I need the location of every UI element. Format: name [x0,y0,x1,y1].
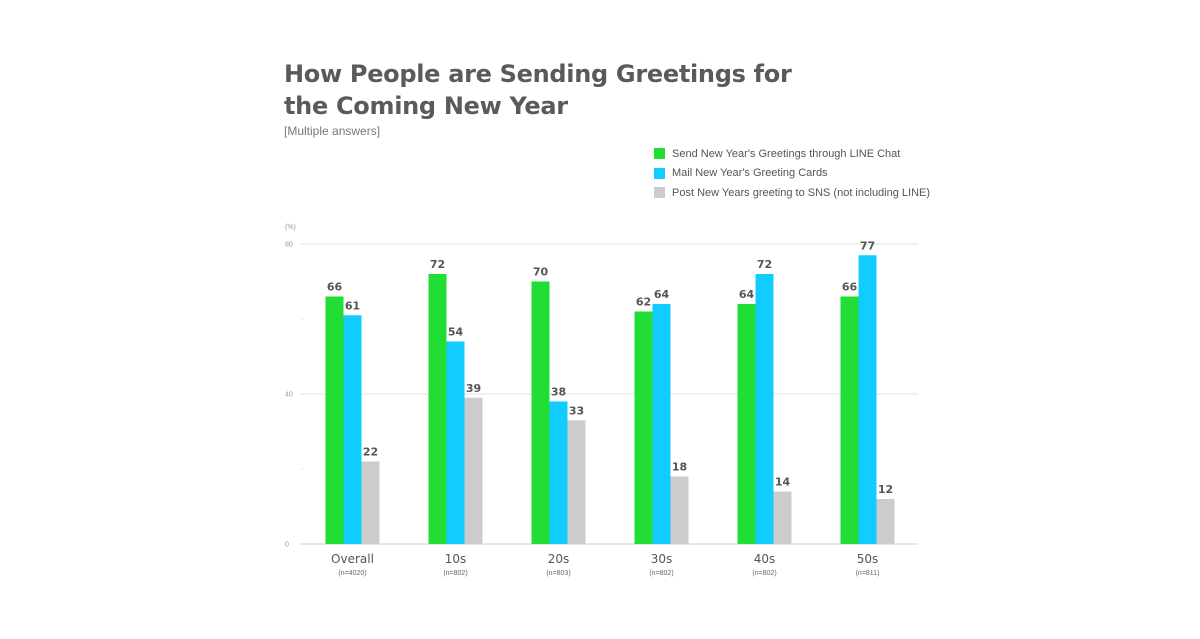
bar-value-label: 54 [448,326,464,339]
legend-label-line-chat: Send New Year's Greetings through LINE C… [672,147,901,160]
legend-swatch-greeting-cards [654,167,665,179]
bar-40s-series-0 [737,304,756,544]
bar-30s-series-2 [670,476,689,544]
bar-20s-series-2 [567,420,586,544]
bar-value-label: 38 [551,386,566,399]
bar-10s-series-2 [464,397,483,544]
legend: Send New Year's Greetings through LINE C… [654,144,930,203]
chart-subtitle: [Multiple answers] [284,124,381,138]
bar-value-label: 12 [878,483,893,496]
legend-swatch-line-chat [654,148,665,160]
x-category-label: 20s [548,552,570,566]
bar-50s-series-0 [840,296,859,544]
bar-value-label: 18 [672,461,687,474]
x-category-label: 50s [857,552,879,566]
bar-value-label: 22 [363,446,378,459]
bar-40s-series-1 [755,274,774,544]
legend-label-sns: Post New Years greeting to SNS (not incl… [672,186,931,199]
y-tick-label: 40 [285,392,293,399]
legend-item-line-chat: Send New Year's Greetings through LINE C… [654,144,930,164]
bar-value-label: 64 [654,288,670,301]
x-category-sample-size: (n=811) [856,570,880,577]
bar-value-label: 62 [636,296,651,309]
x-category-sample-size: (n=802) [443,570,467,577]
y-tick-label: 80 [285,242,293,249]
y-axis-unit-label: (%) [285,224,296,231]
y-minor-tick [301,468,303,470]
chart-title: How People are Sending Greetings for the… [284,60,792,120]
legend-item-sns: Post New Years greeting to SNS (not incl… [654,183,930,203]
bar-value-label: 66 [842,281,858,294]
bar-value-label: 39 [466,382,481,395]
bar-30s-series-0 [634,311,653,544]
bar-overall-series-2 [361,461,380,544]
bar-10s-series-0 [428,274,447,544]
bar-overall-series-1 [343,315,362,544]
y-tick-label: 0 [285,542,289,549]
legend-swatch-sns [654,187,665,199]
x-category-label: 10s [445,552,467,566]
bar-30s-series-1 [652,304,671,544]
bar-value-label: 72 [430,258,445,271]
legend-item-greeting-cards: Mail New Year's Greeting Cards [654,164,930,184]
legend-label-greeting-cards: Mail New Year's Greeting Cards [672,167,828,180]
bar-40s-series-2 [773,491,792,544]
bar-value-label: 61 [345,299,360,312]
bar-value-label: 77 [860,239,875,252]
bar-value-label: 33 [569,404,584,417]
bar-value-label: 14 [775,476,791,489]
x-category-sample-size: (n=802) [649,570,673,577]
bar-20s-series-0 [531,281,550,544]
bar-value-label: 70 [533,266,549,279]
bar-10s-series-1 [446,341,465,544]
bar-overall-series-0 [325,296,344,544]
x-category-sample-size: (n=803) [546,570,570,577]
bar-value-label: 66 [327,281,343,294]
bar-50s-series-1 [858,255,877,544]
x-category-sample-size: (n=4020) [338,570,366,577]
x-category-sample-size: (n=802) [752,570,776,577]
bar-value-label: 64 [739,288,755,301]
x-category-label: 30s [651,552,673,566]
bar-value-label: 72 [757,258,772,271]
bar-50s-series-2 [876,499,895,544]
y-minor-tick [301,318,303,320]
x-category-label: Overall [331,552,374,566]
x-category-label: 40s [754,552,776,566]
bar-20s-series-1 [549,401,568,544]
